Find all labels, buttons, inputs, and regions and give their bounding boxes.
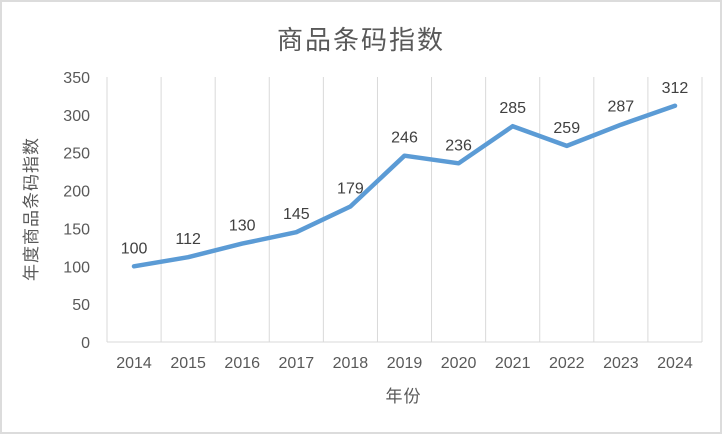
x-tick-label: 2024 <box>657 355 693 372</box>
y-tick-label: 0 <box>81 335 90 352</box>
x-tick-label: 2015 <box>170 355 206 372</box>
y-tick-label: 200 <box>63 184 90 201</box>
chart-title: 商品条码指数 <box>276 25 445 55</box>
data-point-label: 112 <box>175 231 201 248</box>
x-axis-title: 年份 <box>385 387 422 406</box>
y-tick-label: 300 <box>63 108 90 125</box>
data-point-label: 285 <box>499 100 526 117</box>
data-point-label: 259 <box>553 120 580 137</box>
data-point-label: 130 <box>229 218 256 235</box>
y-tick-label: 250 <box>63 146 90 163</box>
x-tick-label: 2014 <box>116 355 152 372</box>
data-point-label: 236 <box>445 137 472 154</box>
x-tick-label: 2023 <box>603 355 639 372</box>
y-tick-label: 350 <box>63 70 90 87</box>
x-tick-label: 2021 <box>495 355 531 372</box>
x-tick-label: 2022 <box>549 355 585 372</box>
data-point-label: 100 <box>121 240 148 257</box>
data-point-label: 145 <box>283 206 310 223</box>
x-tick-label: 2017 <box>279 355 315 372</box>
data-point-label: 312 <box>662 80 689 97</box>
x-tick-label: 2018 <box>333 355 369 372</box>
data-point-label: 246 <box>391 130 418 147</box>
y-tick-label: 100 <box>63 259 90 276</box>
series-line <box>131 103 678 269</box>
x-tick-label: 2016 <box>224 355 260 372</box>
y-tick-label: 150 <box>63 221 90 238</box>
x-tick-label: 2020 <box>441 355 477 372</box>
data-point-label: 179 <box>337 180 364 197</box>
data-point-label: 287 <box>608 99 635 116</box>
y-tick-label: 50 <box>72 297 90 314</box>
x-tick-label: 2019 <box>387 355 423 372</box>
